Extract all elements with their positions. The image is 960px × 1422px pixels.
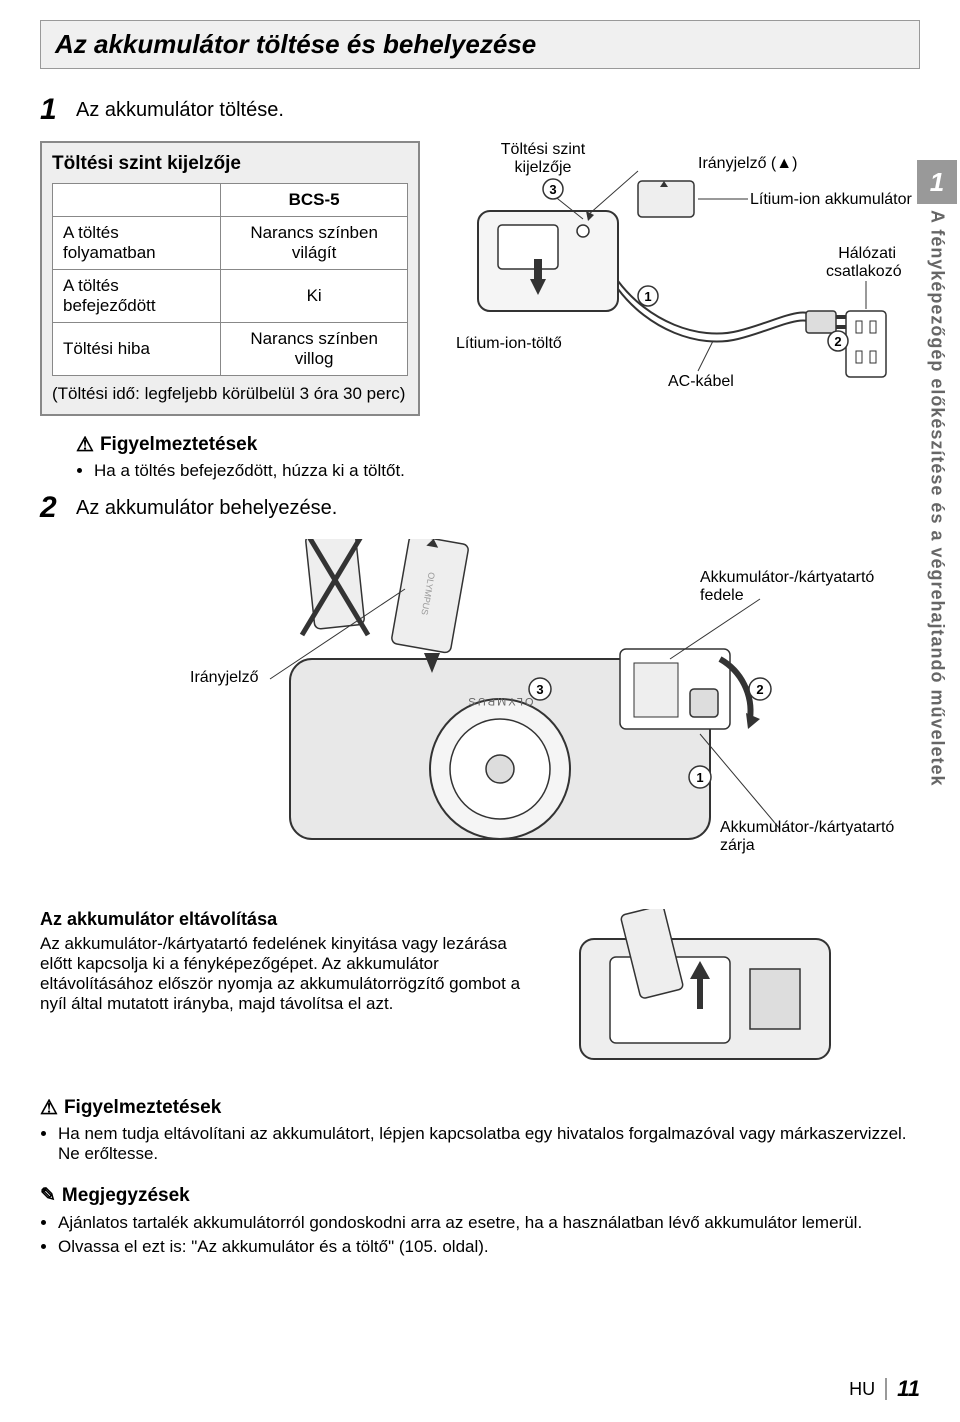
notes-title: Megjegyzések: [62, 1185, 190, 1207]
warning-title: Figyelmeztetések: [100, 434, 257, 456]
removal-title: Az akkumulátor eltávolítása: [40, 909, 540, 930]
label-direction-arrow: Irányjelző (▲): [698, 155, 797, 173]
page-footer: HU 11: [849, 1376, 920, 1402]
footer-page-number: 11: [897, 1376, 920, 1402]
warning-item: Ha nem tudja eltávolítani az akkumulátor…: [58, 1124, 920, 1164]
warning-icon: ⚠: [40, 1095, 58, 1120]
sidebar-chapter-title: A fényképezőgép előkészítése és a végreh…: [927, 210, 948, 787]
label-indicator: Töltési szint kijelzője: [488, 141, 598, 177]
svg-text:3: 3: [549, 182, 556, 197]
svg-text:3: 3: [536, 682, 543, 697]
section-title-bar: Az akkumulátor töltése és behelyezése: [40, 20, 920, 69]
notes-block: ✎ Megjegyzések Ajánlatos tartalék akkumu…: [40, 1184, 920, 1257]
warning-block-1: ⚠ Figyelmeztetések Ha a töltés befejeződ…: [76, 432, 420, 481]
charger-diagram: 3 1: [438, 141, 920, 461]
step-text: Az akkumulátor töltése.: [76, 93, 284, 122]
sidebar-chapter-number: 1: [917, 160, 957, 204]
label-direction: Irányjelző: [190, 669, 258, 687]
removal-diagram: [560, 909, 860, 1079]
table-row: A töltés folyamatban Narancs színben vil…: [53, 217, 408, 270]
footer-lang: HU: [849, 1379, 875, 1400]
label-cover: Akkumulátor-/kártyatartó fedele: [700, 569, 860, 605]
charge-box-title: Töltési szint kijelzője: [52, 153, 408, 175]
charge-time-note: (Töltési idő: legfeljebb körülbelül 3 ór…: [52, 384, 408, 404]
warning-item: Ha a töltés befejeződött, húzza ki a töl…: [94, 461, 420, 481]
note-icon: ✎: [40, 1184, 56, 1207]
section-title: Az akkumulátor töltése és behelyezése: [55, 29, 536, 59]
warning-icon: ⚠: [76, 432, 94, 457]
camera-insert-diagram: OLYMPUS OLYMPUS: [60, 539, 920, 899]
table-row: Töltési hiba Narancs színben villog: [53, 323, 408, 376]
step-number: 1: [40, 93, 76, 127]
note-item: Olvassa el ezt is: "Az akkumulátor és a …: [58, 1237, 920, 1257]
charge-table: BCS-5 A töltés folyamatban Narancs színb…: [52, 183, 408, 376]
charge-model: BCS-5: [221, 184, 408, 217]
svg-text:1: 1: [696, 770, 703, 785]
removal-body: Az akkumulátor-/kártyatartó fedelének ki…: [40, 934, 540, 1014]
label-charger: Lítium-ion-töltő: [456, 335, 562, 353]
svg-text:2: 2: [834, 334, 841, 349]
step-number: 2: [40, 491, 76, 525]
step-text: Az akkumulátor behelyezése.: [76, 491, 337, 520]
charge-indicator-box: Töltési szint kijelzője BCS-5 A töltés f…: [40, 141, 420, 416]
label-outlet: Hálózati csatlakozó: [826, 245, 896, 281]
warning-title: Figyelmeztetések: [64, 1097, 221, 1119]
warning-block-2: ⚠ Figyelmeztetések Ha nem tudja eltávolí…: [40, 1095, 920, 1164]
sidebar-chapter-tab: 1 A fényképezőgép előkészítése és a végr…: [914, 160, 960, 800]
step-2: 2 Az akkumulátor behelyezése.: [40, 491, 920, 525]
note-item: Ajánlatos tartalék akkumulátorról gondos…: [58, 1213, 920, 1233]
svg-text:1: 1: [644, 289, 651, 304]
label-battery: Lítium-ion akkumulátor: [750, 191, 912, 209]
svg-text:OLYMPUS: OLYMPUS: [467, 695, 534, 707]
footer-divider: [885, 1378, 887, 1400]
label-ac-cable: AC-kábel: [668, 373, 734, 391]
svg-text:2: 2: [756, 682, 763, 697]
table-row: A töltés befejeződött Ki: [53, 270, 408, 323]
battery-removal-section: Az akkumulátor eltávolítása Az akkumulát…: [40, 909, 920, 1079]
step-1: 1 Az akkumulátor töltése.: [40, 93, 920, 127]
label-lock: Akkumulátor-/kártyatartó zárja: [720, 819, 880, 855]
